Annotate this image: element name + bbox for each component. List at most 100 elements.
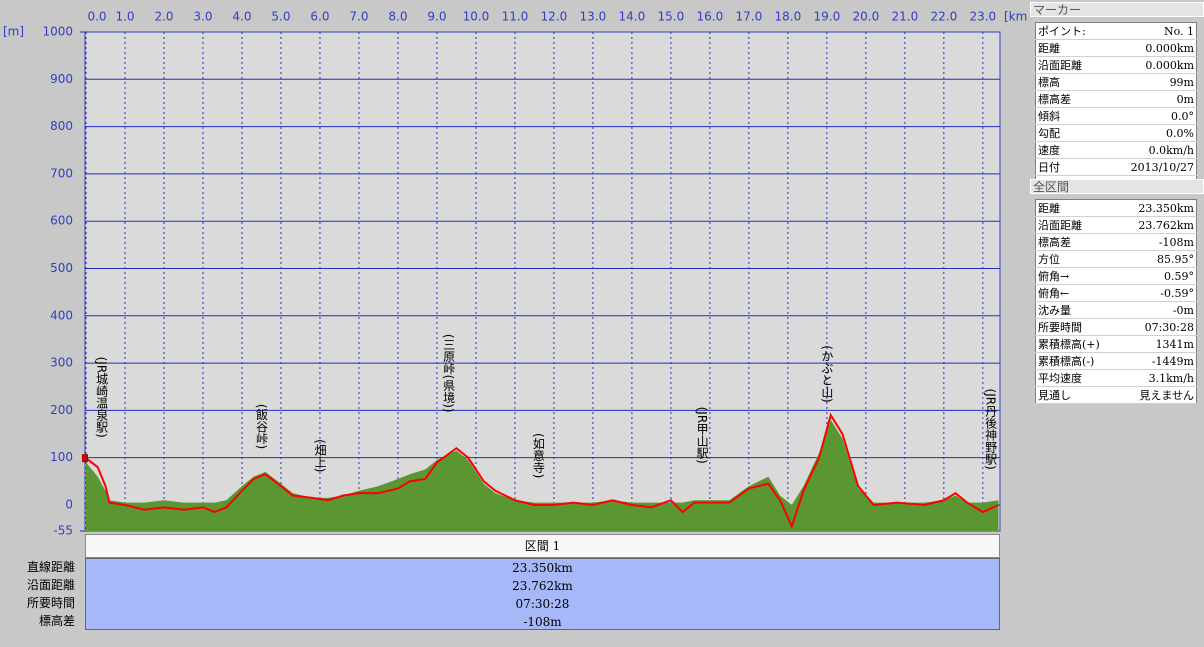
cell: 平均速度 [1035, 369, 1120, 387]
x-tick-label: 16.0 [697, 10, 724, 24]
table-row: ポイント: No. 1 [1035, 22, 1197, 40]
x-tick-label: 7.0 [349, 10, 368, 24]
cell: -1449m [1119, 352, 1197, 370]
cell: 0.000km [1105, 56, 1197, 74]
y-tick-label: 300 [50, 356, 73, 370]
cell: 日付 [1035, 158, 1106, 176]
annotation: (JR丹後神野駅) [984, 389, 998, 470]
cell: 沿面距離 [1035, 216, 1120, 234]
y-tick-label: 1000 [42, 25, 73, 39]
x-tick-label: 9.0 [427, 10, 446, 24]
cell: 標高差 [1035, 90, 1106, 108]
table-row: 累積標高(+) 1341m [1035, 335, 1197, 353]
y-tick-label: 800 [50, 119, 73, 133]
cell: 距離 [1035, 199, 1120, 217]
cell: -108m [1119, 233, 1197, 251]
total-table: 距離 23.350km 沿面距離 23.762km 標高差 -108m 方位 85.95° 俯角… [1035, 199, 1197, 404]
table-row: 沈み量 -0m [1035, 301, 1197, 319]
annotation: (かぶと山) [820, 345, 834, 402]
cell: 85.95° [1119, 250, 1197, 268]
row-value: 07:30:28 [515, 597, 570, 611]
cell: 0.59° [1119, 267, 1197, 285]
cell: 累積標高(-) [1035, 352, 1120, 370]
cell: 沈み量 [1035, 301, 1120, 319]
cell: No. 1 [1105, 22, 1197, 40]
row-label: 標高差 [38, 614, 75, 628]
table-row: 傾斜 0.0° [1035, 107, 1197, 125]
cell: 99m [1105, 73, 1197, 91]
table-row: 所要時間 07:30:28 [1035, 318, 1197, 336]
x-tick-label: 18.0 [775, 10, 802, 24]
x-tick-label: 11.0 [502, 10, 529, 24]
annotation: (飯谷峠) [254, 404, 268, 449]
cell: 2013/10/27 [1105, 158, 1197, 176]
cell: 速度 [1035, 141, 1106, 159]
x-tick-label: 17.0 [736, 10, 763, 24]
table-row: 俯角← -0.59° [1035, 284, 1197, 302]
cell: 23.762km [1119, 216, 1197, 234]
row-value: -108m [523, 615, 562, 629]
row-label: 沿面距離 [26, 578, 75, 592]
cell: 勾配 [1035, 124, 1106, 142]
cell: 見通し [1035, 386, 1120, 404]
x-unit: [km] [1004, 10, 1028, 24]
row-label: 直線距離 [26, 560, 75, 574]
table-row: 標高 99m [1035, 73, 1197, 91]
x-tick-label: 2.0 [154, 10, 173, 24]
x-tick-label: 13.0 [580, 10, 607, 24]
row-value: 23.762km [512, 579, 573, 593]
y-unit: [m] [3, 25, 24, 39]
table-row: 距離 23.350km [1035, 199, 1197, 217]
y-tick-label: 100 [50, 450, 73, 464]
x-tick-label: 21.0 [891, 10, 918, 24]
table-row: 距離 0.000km [1035, 39, 1197, 57]
cell: 0m [1105, 90, 1197, 108]
cell: 俯角← [1035, 284, 1120, 302]
table-row: 見通し 見えません [1035, 386, 1197, 404]
marker-table: ポイント: No. 1 距離 0.000km 沿面距離 0.000km 標高 99m 標高差 0m… [1035, 22, 1197, 193]
cell: 標高差 [1035, 233, 1120, 251]
y-tick-label: 900 [50, 72, 73, 86]
terrain-area [86, 419, 999, 531]
cell: 見えません [1119, 386, 1197, 404]
table-row: 累積標高(-) -1449m [1035, 352, 1197, 370]
track-line [85, 412, 999, 530]
cell: 07:30:28 [1119, 318, 1197, 336]
table-row: 標高差 -108m [1035, 233, 1197, 251]
cell: -0m [1119, 301, 1197, 319]
annotation: (JR城崎温泉駅) [95, 357, 109, 438]
cell: 俯角→ [1035, 267, 1120, 285]
table-row: 沿面距離 23.762km [1035, 216, 1197, 234]
table-row: 速度 0.0km/h [1035, 141, 1197, 159]
x-tick-label: 19.0 [814, 10, 841, 24]
section-header[interactable]: 区間 1 [85, 534, 1000, 558]
x-tick-label: 23.0 [969, 10, 996, 24]
annotation: (三原峠(県境)) [442, 334, 456, 413]
table-row: 標高差 0m [1035, 90, 1197, 108]
cell: 標高 [1035, 73, 1106, 91]
annotation: (畑上) [313, 439, 327, 472]
cell: 距離 [1035, 39, 1106, 57]
cell: 沿面距離 [1035, 56, 1106, 74]
cell: 1341m [1119, 335, 1197, 353]
x-tick-label: 6.0 [310, 10, 329, 24]
x-tick-label: 1.0 [115, 10, 134, 24]
cell: 所要時間 [1035, 318, 1120, 336]
cell: 3.1km/h [1119, 369, 1197, 387]
x-tick-label: 0.0 [87, 10, 106, 24]
x-tick-label: 15.0 [658, 10, 685, 24]
x-tick-label: 20.0 [853, 10, 880, 24]
cell: 方位 [1035, 250, 1120, 268]
annotation: (JR甲山駅) [695, 407, 709, 464]
table-row: 日付 2013/10/27 [1035, 158, 1197, 176]
y-tick-label: 500 [50, 261, 73, 275]
cell: 0.0% [1105, 124, 1197, 142]
table-row: 方位 85.95° [1035, 250, 1197, 268]
row-label: 所要時間 [26, 596, 75, 610]
cell: 0.0° [1105, 107, 1197, 125]
chart: [m] [km] -55 0 100 200 300 400 500 600 700 800 900 10… [3, 10, 1028, 538]
panel-title: マーカー [1030, 2, 1204, 17]
cell: ポイント: [1035, 22, 1106, 40]
cell: 23.350km [1119, 199, 1197, 217]
